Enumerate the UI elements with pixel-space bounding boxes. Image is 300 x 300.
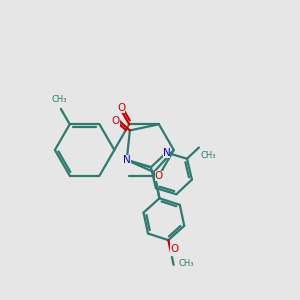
Text: CH₃: CH₃ — [52, 95, 67, 104]
Text: CH₃: CH₃ — [200, 151, 216, 160]
Text: O: O — [170, 244, 178, 254]
Text: CH₃: CH₃ — [178, 259, 194, 268]
Text: O: O — [117, 103, 125, 112]
Text: O: O — [155, 171, 163, 181]
Text: N: N — [123, 155, 130, 165]
Text: O: O — [111, 116, 120, 126]
Text: N: N — [163, 148, 170, 158]
